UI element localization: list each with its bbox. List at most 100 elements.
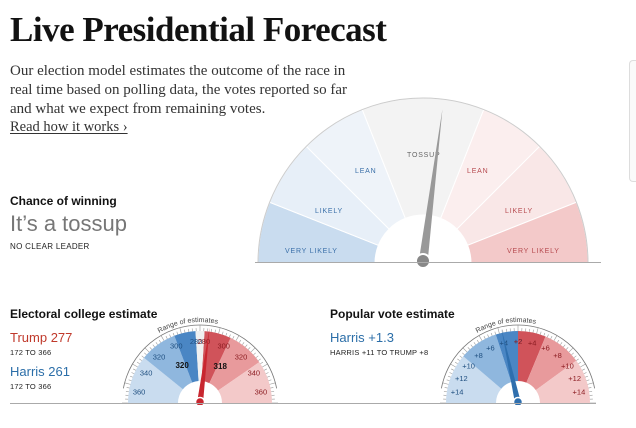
ec-tick (218, 327, 221, 334)
pv-tick-label-red: +12 (568, 374, 581, 383)
ec-tick (141, 355, 145, 358)
harris-popular-range: HARRIS +11 TO TRUMP +8 (330, 348, 429, 357)
pv-tick (462, 347, 468, 353)
pv-tick (447, 375, 451, 378)
ec-tick-label-red: 300 (217, 342, 230, 351)
pv-band (526, 336, 577, 391)
pv-tick (444, 387, 448, 389)
ec-tick-label-red: 340 (248, 368, 261, 377)
pv-tick-label-blue: +2 (514, 337, 523, 346)
ec-tick (144, 352, 147, 356)
pv-tick (580, 363, 586, 368)
ec-tick (269, 382, 276, 385)
seg-label-very-likely-right: VERY LIKELY (507, 248, 560, 255)
ec-tick (160, 335, 165, 341)
chance-verdict: It’s a tossup (10, 211, 127, 236)
pv-tick (470, 344, 473, 348)
pv-tick (553, 335, 558, 341)
pv-tick (532, 329, 534, 333)
pv-tick (457, 358, 460, 361)
pv-tick-label-blue: +14 (451, 387, 464, 396)
pv-tick-label-red: +2 (514, 337, 523, 346)
bottom-baseline (10, 403, 596, 404)
ec-tick (184, 329, 186, 333)
pv-tick (450, 363, 456, 368)
page-title: Live Presidential Forecast (10, 10, 387, 49)
ec-tick-label-red: 280 (198, 337, 211, 346)
ec-tick (169, 334, 171, 338)
ec-tick-label-blue: 280 (190, 337, 203, 346)
ec-tick-label-blue: 320 (153, 352, 166, 361)
pv-tick (556, 339, 560, 343)
ec-tick (268, 379, 272, 382)
ec-tick (131, 372, 135, 374)
pv-band (535, 360, 590, 403)
ec-band (201, 331, 231, 384)
pv-tick-label-blue: +8 (474, 351, 483, 360)
ec-tick (129, 375, 133, 378)
pv-tick (473, 342, 476, 345)
pv-tick (550, 336, 553, 339)
seg-label-lean-right: LEAN (467, 168, 489, 175)
pv-tick (536, 327, 539, 334)
chance-needle-shaft (418, 109, 443, 264)
chance-baseline (255, 262, 601, 263)
pv-tick (543, 332, 546, 336)
electoral-gauge: Range of estimates3603403203002802803003… (122, 317, 278, 405)
ec-tick (232, 336, 235, 339)
ec-tick (258, 358, 261, 361)
popular-label: Popular vote estimate (330, 307, 455, 321)
ec-band (143, 335, 193, 390)
pv-tick-label-red: +4 (528, 339, 537, 348)
ec-band (174, 331, 199, 383)
seg-label-very-likely-left: VERY LIKELY (285, 248, 338, 255)
pv-tick-label-red: +6 (541, 343, 550, 352)
ec-tick (260, 361, 264, 365)
pv-tick (571, 352, 574, 356)
ec-tick (247, 347, 251, 350)
ec-band (128, 357, 183, 403)
pv-tick-label-red: +10 (561, 362, 574, 371)
ec-tick (133, 368, 136, 371)
ec-tick (152, 344, 155, 348)
pv-tick (586, 379, 590, 382)
chance-needle-hub (415, 253, 431, 269)
pv-tick-label-red: +14 (573, 387, 586, 396)
pv-tick-label-blue: +12 (455, 374, 468, 383)
ec-tick-label-blue: 360 (133, 387, 146, 396)
pv-range-arc (440, 324, 596, 389)
ec-tick (267, 375, 271, 378)
trump-ec-range: 172 TO 366 (10, 348, 52, 357)
pv-tick (459, 355, 463, 358)
ec-tick-label-red: 320 (235, 352, 248, 361)
pv-tick (563, 344, 566, 348)
ec-tick-label-red: 360 (255, 387, 268, 396)
ec-tick (149, 347, 153, 350)
seg-label-likely-left: LIKELY (315, 208, 343, 215)
ec-tick (139, 358, 142, 361)
harris-ec-estimate: Harris 261 (10, 364, 70, 379)
pv-tick-label-blue: +10 (462, 362, 475, 371)
pv-band (463, 334, 512, 389)
ec-tick (265, 372, 269, 374)
ec-tick (264, 368, 267, 371)
read-how-it-works-link[interactable]: Read how it works › (10, 119, 128, 135)
ec-tick (124, 382, 131, 385)
chance-label: Chance of winning (10, 194, 117, 208)
ec-tick (158, 339, 162, 343)
ec-tick (225, 332, 228, 336)
pv-tick (576, 358, 579, 361)
ec-tick (132, 363, 138, 368)
scrollbar[interactable] (629, 60, 636, 182)
ec-tick (176, 331, 179, 335)
pv-tick (454, 361, 458, 365)
seg-label-lean-left: LEAN (355, 168, 377, 175)
chance-subverdict: NO CLEAR LEADER (10, 242, 90, 251)
pv-tick (585, 375, 589, 378)
pv-tick (560, 342, 563, 345)
ec-tick (253, 352, 256, 356)
pv-tick (449, 372, 453, 374)
ec-tick (221, 331, 224, 335)
electoral-label: Electoral college estimate (10, 307, 158, 321)
trump-ec-estimate: Trump 277 (10, 330, 73, 345)
